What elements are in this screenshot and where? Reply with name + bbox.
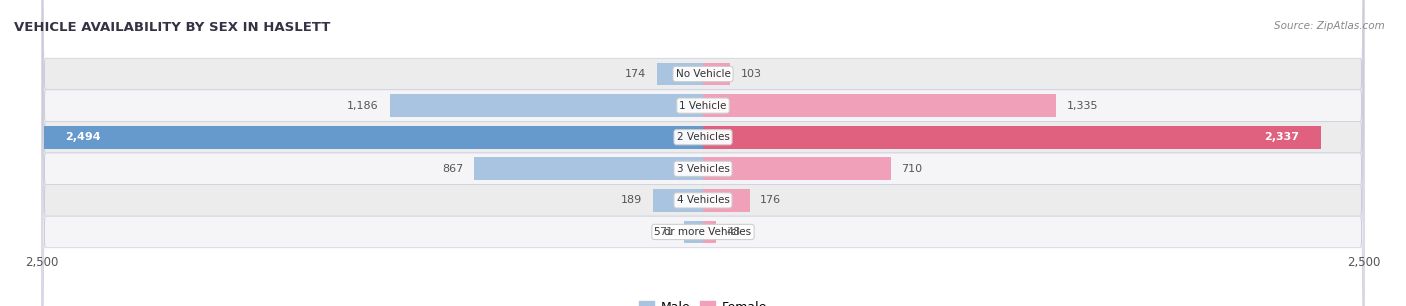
Text: 4 Vehicles: 4 Vehicles xyxy=(676,195,730,205)
Bar xyxy=(703,189,749,212)
FancyBboxPatch shape xyxy=(42,0,1364,306)
Text: 48: 48 xyxy=(727,227,741,237)
Legend: Male, Female: Male, Female xyxy=(634,296,772,306)
Text: 2,494: 2,494 xyxy=(65,132,101,142)
Bar xyxy=(657,63,703,85)
Text: 189: 189 xyxy=(621,195,643,205)
Bar xyxy=(703,94,1056,117)
Bar xyxy=(703,221,716,243)
Text: No Vehicle: No Vehicle xyxy=(675,69,731,79)
Bar xyxy=(389,94,703,117)
Text: VEHICLE AVAILABILITY BY SEX IN HASLETT: VEHICLE AVAILABILITY BY SEX IN HASLETT xyxy=(14,21,330,34)
Bar xyxy=(474,157,703,180)
Text: 2 Vehicles: 2 Vehicles xyxy=(676,132,730,142)
Text: 103: 103 xyxy=(741,69,762,79)
Text: 867: 867 xyxy=(441,164,463,174)
Text: Source: ZipAtlas.com: Source: ZipAtlas.com xyxy=(1274,21,1385,32)
FancyBboxPatch shape xyxy=(42,0,1364,306)
Text: 71: 71 xyxy=(659,227,673,237)
FancyBboxPatch shape xyxy=(42,0,1364,306)
Text: 2,337: 2,337 xyxy=(1264,132,1299,142)
Bar xyxy=(703,126,1320,149)
Text: 176: 176 xyxy=(761,195,782,205)
FancyBboxPatch shape xyxy=(42,0,1364,306)
Text: 3 Vehicles: 3 Vehicles xyxy=(676,164,730,174)
Text: 5 or more Vehicles: 5 or more Vehicles xyxy=(654,227,752,237)
Bar xyxy=(685,221,703,243)
Text: 1,186: 1,186 xyxy=(347,101,380,111)
Text: 1 Vehicle: 1 Vehicle xyxy=(679,101,727,111)
Bar xyxy=(703,157,890,180)
FancyBboxPatch shape xyxy=(42,0,1364,306)
Bar xyxy=(652,189,703,212)
Text: 710: 710 xyxy=(901,164,922,174)
FancyBboxPatch shape xyxy=(42,0,1364,306)
Bar xyxy=(703,63,730,85)
Bar xyxy=(44,126,703,149)
Text: 174: 174 xyxy=(626,69,647,79)
Text: 1,335: 1,335 xyxy=(1067,101,1098,111)
